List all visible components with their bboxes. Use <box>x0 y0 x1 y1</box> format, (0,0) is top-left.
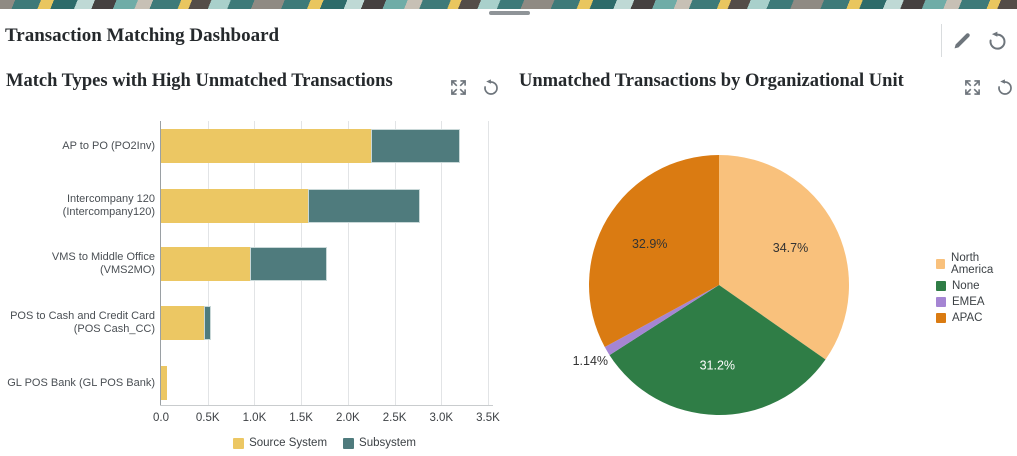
refresh-icon <box>987 30 1008 51</box>
expand-icon <box>450 79 467 96</box>
bar-segment[interactable] <box>161 306 204 340</box>
pie-slice-percent-label: 31.2% <box>700 359 735 373</box>
legend-swatch <box>936 297 946 307</box>
bar-chart-legend: Source System Subsystem <box>161 437 488 449</box>
legend-swatch <box>233 437 245 449</box>
x-axis-tick-label: 2.0K <box>336 412 360 424</box>
x-axis-tick-label: 2.5K <box>382 412 407 424</box>
x-axis-tick-label: 3.0K <box>429 412 454 424</box>
grid-line <box>394 121 396 405</box>
legend-swatch <box>936 259 946 269</box>
x-axis-tick-label: 1.5K <box>289 412 313 424</box>
x-axis-tick-label: 0.5K <box>195 412 220 424</box>
pie-slice-percent-label: 34.7% <box>773 241 808 255</box>
legend-label: Source System <box>249 437 328 449</box>
legend-label: North America <box>951 252 994 276</box>
expand-icon <box>964 79 981 96</box>
left-chart-title: Match Types with High Unmatched Transact… <box>6 71 393 91</box>
refresh-icon <box>996 78 1014 96</box>
pie-slice[interactable] <box>719 155 850 360</box>
bar-segment[interactable] <box>371 129 460 163</box>
legend-swatch <box>936 313 946 323</box>
bar-segment[interactable] <box>161 189 308 223</box>
category-label: Intercompany 120 (Intercompany120) <box>62 193 155 218</box>
right-expand-button[interactable] <box>964 79 981 96</box>
legend-label: Subsystem <box>359 437 416 449</box>
x-axis-tick-label: 0.0 <box>153 412 169 424</box>
header-refresh-button[interactable] <box>987 30 1008 51</box>
bar-segment[interactable] <box>203 306 211 340</box>
category-label: GL POS Bank (GL POS Bank) <box>7 376 155 389</box>
legend-item: Subsystem <box>343 437 416 449</box>
bar-segment[interactable] <box>161 247 250 281</box>
left-refresh-button[interactable] <box>482 78 500 96</box>
bar-segment[interactable] <box>161 129 372 163</box>
category-label: VMS to Middle Office (VMS2MO) <box>51 251 155 276</box>
decorative-banner <box>0 0 1017 9</box>
left-expand-button[interactable] <box>450 79 467 96</box>
stacked-bar-chart: 0.0 0.5K 1.0K 1.5K 2.0K 2.5K 3.0K 3.5K AP to PO … <box>0 121 510 456</box>
legend-swatch <box>343 437 355 449</box>
legend-label: APAC <box>952 312 983 324</box>
refresh-icon <box>482 78 500 96</box>
legend-item: North America <box>936 252 1017 276</box>
category-label: POS to Cash and Credit Card (POS Cash_CC) <box>10 310 155 335</box>
right-refresh-button[interactable] <box>996 78 1014 96</box>
y-axis-line <box>160 121 161 405</box>
legend-item: EMEA <box>936 296 1017 308</box>
category-label: AP to PO (PO2Inv) <box>62 139 155 152</box>
grid-line <box>488 121 489 405</box>
bar-segment[interactable] <box>249 247 328 281</box>
pie-slice[interactable] <box>604 285 719 356</box>
legend-swatch <box>936 281 946 291</box>
drag-handle[interactable] <box>489 11 530 15</box>
legend-label: EMEA <box>952 296 985 308</box>
pie-slice-percent-label: 32.9% <box>632 237 667 251</box>
edit-button[interactable] <box>952 30 973 51</box>
bar-segment[interactable] <box>307 189 420 223</box>
x-axis-line <box>160 405 493 406</box>
grid-line <box>347 121 349 405</box>
bar-segment[interactable] <box>161 366 167 400</box>
x-axis-tick-label: 3.5K <box>476 412 500 424</box>
grid-line <box>441 121 443 405</box>
pie-chart: 34.7% 31.2% 1.14% 32.9% <box>573 155 850 416</box>
legend-item: APAC <box>936 312 1017 324</box>
page-title: Transaction Matching Dashboard <box>5 25 280 46</box>
header-divider <box>941 24 942 57</box>
pencil-icon <box>952 30 973 51</box>
legend-item: None <box>936 280 1017 292</box>
pie-slice[interactable] <box>589 155 719 348</box>
pie-legend: North America None EMEA APAC <box>936 252 1017 324</box>
legend-label: None <box>952 280 980 292</box>
legend-item: Source System <box>233 437 327 449</box>
right-chart-title: Unmatched Transactions by Organizational… <box>519 71 904 91</box>
pie-slice-percent-label: 1.14% <box>573 354 608 368</box>
pie-slice[interactable] <box>609 285 826 416</box>
x-axis-tick-label: 1.0K <box>242 412 267 424</box>
